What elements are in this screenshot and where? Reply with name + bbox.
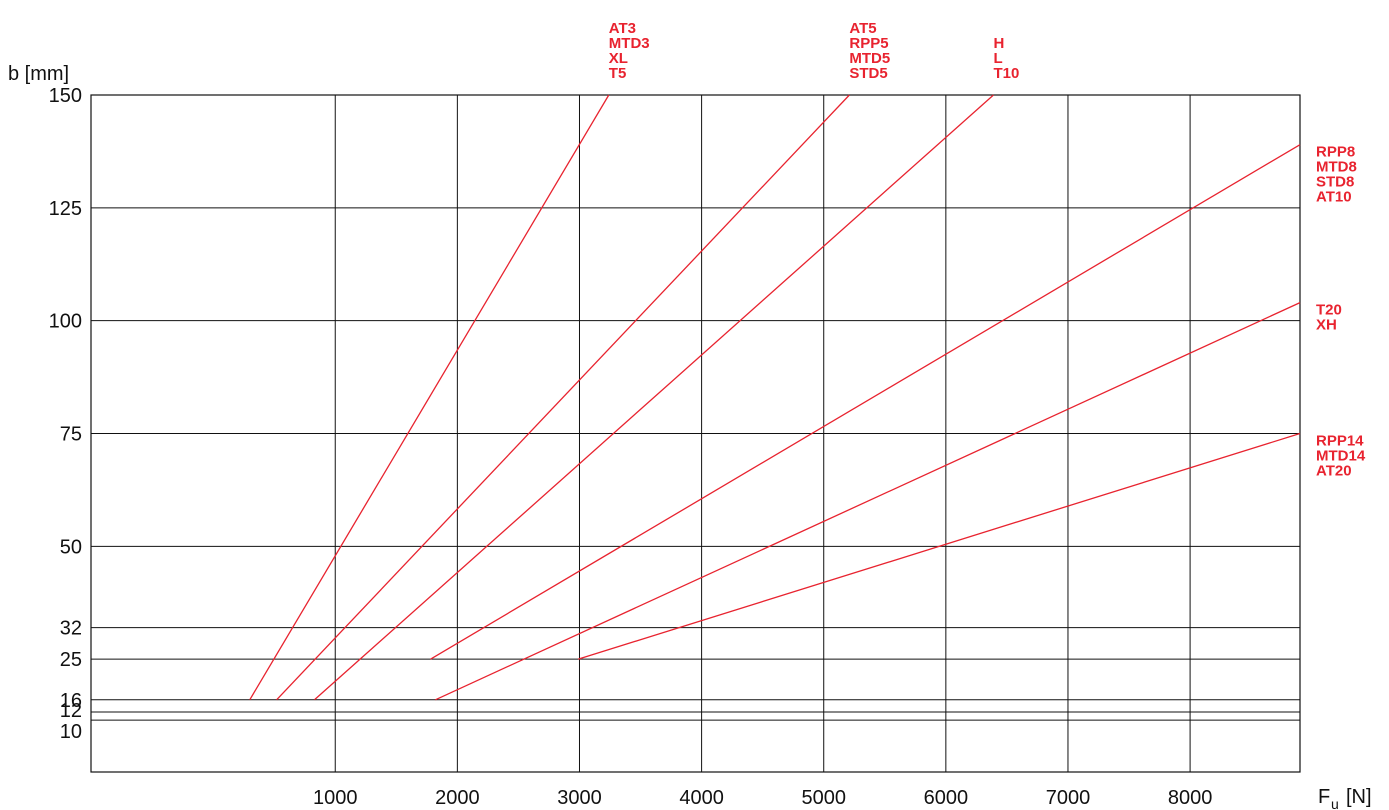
x-tick-label: 5000 <box>801 787 846 809</box>
series-label: T10 <box>993 65 1019 82</box>
series-label: MTD8 <box>1316 159 1357 176</box>
series-label: STD8 <box>1316 174 1354 191</box>
series-label: XH <box>1316 317 1337 334</box>
x-tick-label: 6000 <box>924 787 969 809</box>
y-tick-label: 10 <box>60 721 82 743</box>
y-tick-label: 125 <box>49 198 82 220</box>
y-tick-label: 75 <box>60 424 82 446</box>
series-label: AT3 <box>609 20 636 37</box>
x-tick-label: 2000 <box>435 787 480 809</box>
y-tick-label: 100 <box>49 311 82 333</box>
x-tick-label: 8000 <box>1168 787 1213 809</box>
x-axis-label: F u [N] <box>1318 786 1372 810</box>
y-tick-label: 50 <box>60 536 82 558</box>
series-line <box>314 94 994 701</box>
y-tick-label: 12 <box>60 700 82 722</box>
y-tick-label: 16 <box>60 690 82 712</box>
series-label: STD5 <box>849 65 887 82</box>
x-axis-label-unit: [N] <box>1346 786 1372 808</box>
series-label: MTD14 <box>1316 448 1366 465</box>
y-tick-label: 25 <box>60 649 82 671</box>
series-label: T5 <box>609 65 627 82</box>
series-line <box>276 94 850 701</box>
series-label: AT10 <box>1316 189 1352 206</box>
y-tick-label: 150 <box>49 85 82 107</box>
series-label: T20 <box>1316 302 1342 319</box>
series-label: RPP8 <box>1316 144 1355 161</box>
series-line <box>578 432 1301 660</box>
x-axis-label-main: F <box>1318 786 1330 808</box>
series-label: H <box>993 35 1004 52</box>
x-tick-label: 1000 <box>313 787 358 809</box>
series-label: AT20 <box>1316 463 1352 480</box>
y-axis-label: b [mm] <box>8 63 69 85</box>
x-axis-ticks: 1000 2000 3000 4000 5000 6000 7000 8000 <box>313 787 1212 809</box>
series-label: RPP5 <box>849 35 888 52</box>
series-label: MTD3 <box>609 35 650 52</box>
x-tick-label: 7000 <box>1046 787 1091 809</box>
series-line <box>249 94 610 701</box>
series-label: AT5 <box>849 20 876 37</box>
y-tick-label: 32 <box>60 618 82 640</box>
series-line <box>435 302 1301 701</box>
series-line <box>430 144 1301 660</box>
grid <box>91 95 1300 772</box>
series-label: XL <box>609 50 628 67</box>
series-label: MTD5 <box>849 50 890 67</box>
series-labels: AT3MTD3XLT5AT5RPP5MTD5STD5HLT10RPP8MTD8S… <box>609 20 1366 480</box>
series-label: L <box>993 50 1002 67</box>
series-label: RPP14 <box>1316 433 1364 450</box>
x-tick-label: 4000 <box>679 787 724 809</box>
series-lines <box>249 94 1301 701</box>
x-axis-label-subscript: u <box>1331 796 1339 810</box>
x-tick-label: 3000 <box>557 787 602 809</box>
